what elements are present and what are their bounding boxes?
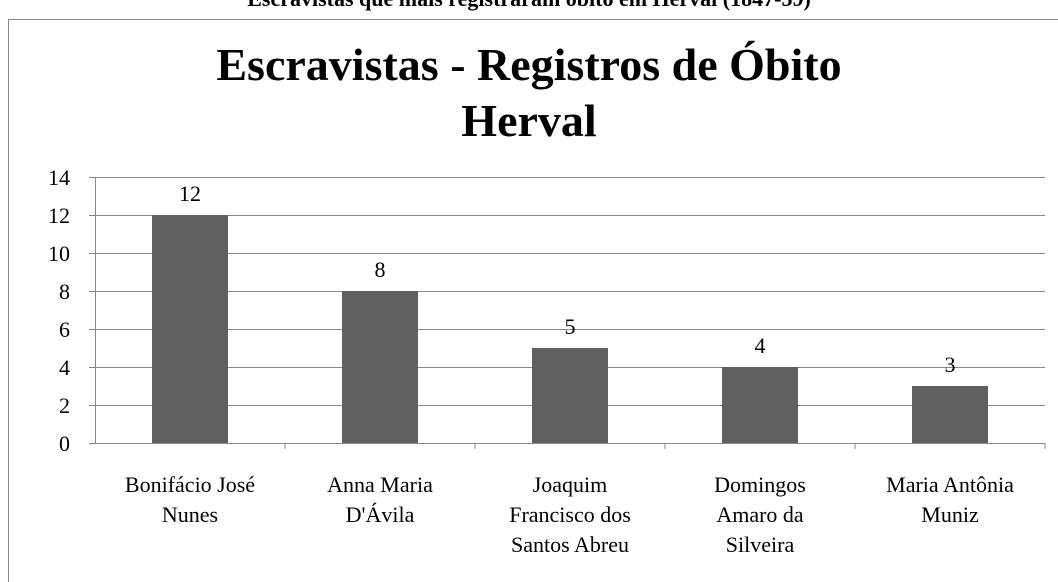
x-tick-label: D'Ávila <box>346 502 415 527</box>
chart-title: Escravistas - Registros de Óbito <box>216 39 841 90</box>
value-label: 4 <box>755 333 766 358</box>
chart-title: Herval <box>461 95 596 146</box>
value-label: 8 <box>375 257 386 282</box>
x-tick-label: Bonifácio José <box>125 472 255 497</box>
x-tick-label: Francisco dos <box>509 502 631 527</box>
bar <box>722 367 798 443</box>
y-tick-label: 6 <box>59 317 70 342</box>
y-tick-label: 2 <box>59 393 70 418</box>
y-tick-label: 4 <box>59 355 70 380</box>
y-tick-label: 8 <box>59 279 70 304</box>
x-tick-label: Silveira <box>726 532 795 557</box>
bar <box>342 291 418 443</box>
x-tick-label: Domingos <box>714 472 806 497</box>
x-tick-label: Anna Maria <box>327 472 433 497</box>
bar <box>912 386 988 443</box>
x-tick-label: Nunes <box>162 502 218 527</box>
value-label: 12 <box>179 181 201 206</box>
x-tick-label: Amaro da <box>716 502 804 527</box>
bar <box>532 348 608 443</box>
y-tick-label: 12 <box>48 203 70 228</box>
y-tick-label: 10 <box>48 241 70 266</box>
y-tick-label: 0 <box>59 431 70 456</box>
x-tick-label: Muniz <box>921 502 979 527</box>
bar <box>152 215 228 443</box>
x-tick-label: Joaquim <box>533 472 608 497</box>
y-tick-label: 14 <box>48 165 70 190</box>
value-label: 5 <box>565 314 576 339</box>
x-tick-label: Santos Abreu <box>511 532 629 557</box>
caption: Escravistas que mais registraram óbito e… <box>247 0 811 11</box>
chart-frame <box>8 19 1058 582</box>
value-label: 3 <box>945 352 956 377</box>
x-tick-label: Maria Antônia <box>886 472 1014 497</box>
